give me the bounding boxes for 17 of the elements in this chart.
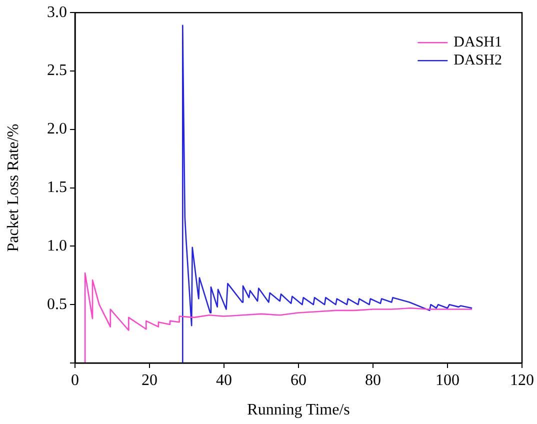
x-tick-label: 100 [436, 372, 460, 389]
y-tick-label: 2.0 [47, 120, 67, 138]
x-tick-label: 80 [365, 372, 381, 389]
y-tick-label: 3.0 [47, 4, 67, 21]
y-tick-label: 2.5 [47, 62, 67, 80]
x-axis-title: Running Time/s [247, 402, 350, 419]
y-tick-label: 1.5 [47, 179, 67, 196]
x-tick-label: 60 [290, 372, 306, 389]
x-tick-label: 120 [510, 372, 534, 389]
y-tick-label: 0.5 [47, 296, 67, 313]
legend-label: DASH2 [454, 52, 502, 69]
y-axis-title: Packet Loss Rate/% [4, 124, 22, 252]
y-tick-label: 1.0 [47, 237, 67, 254]
x-tick-label: 40 [216, 372, 232, 389]
legend-label: DASH1 [454, 34, 502, 51]
x-tick-label: 20 [142, 372, 158, 389]
x-tick-label: 0 [71, 372, 79, 389]
